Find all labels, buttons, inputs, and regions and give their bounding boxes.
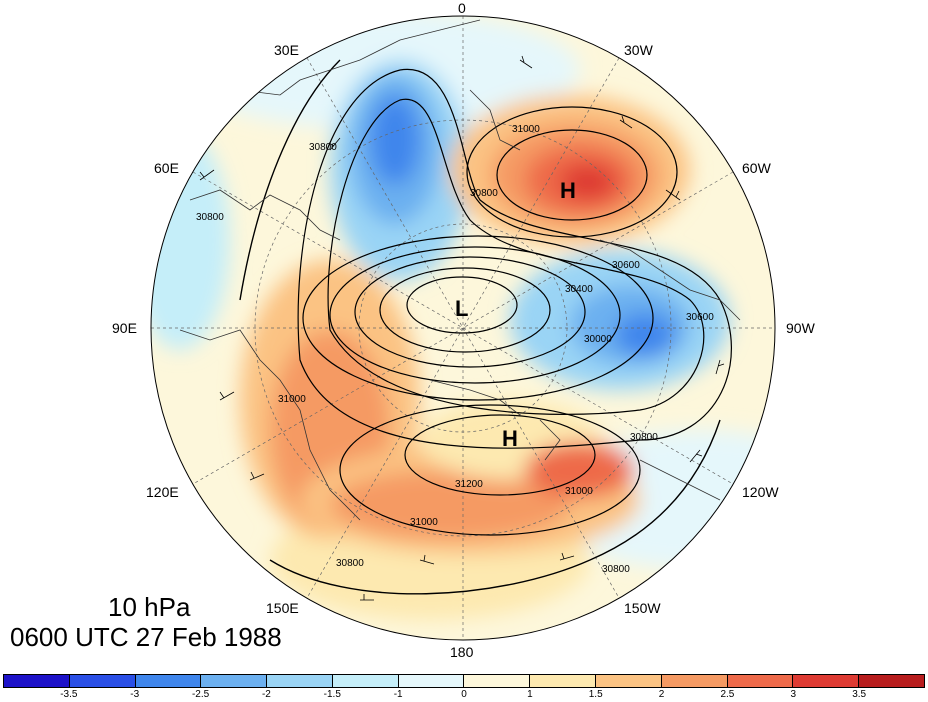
colorbar-segment <box>69 675 136 687</box>
lon-label-30w: 30W <box>624 42 653 58</box>
colorbar-segment <box>332 675 399 687</box>
contour-label: 30000 <box>584 334 612 345</box>
colorbar-segment <box>267 675 333 687</box>
pressure-level-label: 10 hPa <box>108 592 191 622</box>
polar-stereographic-map: 31000 30800 30600 30400 30000 31200 3100… <box>150 15 776 641</box>
lon-label-30e: 30E <box>274 42 299 58</box>
colorbar-tick-label: 2 <box>658 689 665 700</box>
lon-label-150e: 150E <box>266 600 299 616</box>
colorbar-tick-label: -1 <box>393 689 403 700</box>
colorbar-segment <box>398 675 465 687</box>
contour-label: 31000 <box>278 394 306 405</box>
contour-label-group: 31000 30800 30600 30400 30000 31200 3100… <box>196 124 714 575</box>
colorbar-tick-label: 0 <box>461 689 467 700</box>
anomaly-shading <box>151 16 775 620</box>
lon-label-120e: 120E <box>146 484 179 500</box>
contour-label: 31000 <box>565 486 593 497</box>
colorbar-tick-labels: -3.5 -3 -2.5 -2 -1.5 -1 0 1 1.5 2 2.5 3 3.5 <box>3 689 925 702</box>
contour-label: 30800 <box>309 142 337 153</box>
colorbar-tick-label: -3.5 <box>60 689 78 700</box>
colorbar-segment <box>201 675 268 687</box>
colorbar-tick-label: -2.5 <box>191 689 210 700</box>
colorbar-segment <box>4 675 70 687</box>
colorbar-segment <box>859 675 924 687</box>
colorbar-segment <box>727 675 794 687</box>
colorbar-tick-label: 3.5 <box>852 689 867 700</box>
height-contours <box>239 59 733 595</box>
timestamp-label: 0600 UTC 27 Feb 1988 <box>10 622 282 652</box>
contour-label: 30800 <box>630 432 658 443</box>
wind-barbs <box>199 55 725 601</box>
colorbar-segment <box>793 675 860 687</box>
contour-label: 31200 <box>455 479 483 490</box>
colorbar-tick-label: 3 <box>790 689 797 700</box>
colorbar <box>3 674 925 688</box>
colorbar-tick-label: 2.5 <box>720 689 735 700</box>
colorbar-segment <box>661 675 728 687</box>
contour-label: 30800 <box>196 212 224 223</box>
coastlines <box>179 19 741 521</box>
colorbar-tick-label: -2 <box>261 689 271 700</box>
colorbar-segment <box>596 675 662 687</box>
colorbar-segment <box>135 675 202 687</box>
lon-label-180: 180 <box>450 644 474 660</box>
pressure-center-high-atlantic: H <box>560 178 576 203</box>
pressure-center-high-pacific: H <box>502 426 518 451</box>
lon-label-150w: 150W <box>624 600 661 616</box>
contour-label: 31000 <box>512 124 540 135</box>
colorbar-tick-label: -1.5 <box>323 689 341 700</box>
pressure-center-low-polar: L <box>455 296 468 321</box>
colorbar-tick-label: 1.5 <box>588 689 603 700</box>
map-boundary <box>150 15 776 641</box>
lon-label-90w: 90W <box>786 320 815 336</box>
contour-label: 30600 <box>686 312 714 323</box>
contour-label: 31000 <box>410 517 438 528</box>
colorbar-tick-label: 1 <box>527 689 533 700</box>
contour-label: 30800 <box>336 558 364 569</box>
colorbar-tick-label: -3 <box>130 689 140 700</box>
lon-label-90e: 90E <box>112 320 137 336</box>
contour-label: 30800 <box>602 564 630 575</box>
contour-label: 30800 <box>470 188 498 199</box>
contour-label: 30600 <box>612 260 640 271</box>
lon-label-60e: 60E <box>154 160 179 176</box>
lon-label-60w: 60W <box>742 160 771 176</box>
colorbar-segment <box>530 675 597 687</box>
contour-label: 30400 <box>565 284 593 295</box>
lon-label-120w: 120W <box>742 484 779 500</box>
lon-label-0: 0 <box>458 0 466 16</box>
colorbar-segment <box>464 675 531 687</box>
